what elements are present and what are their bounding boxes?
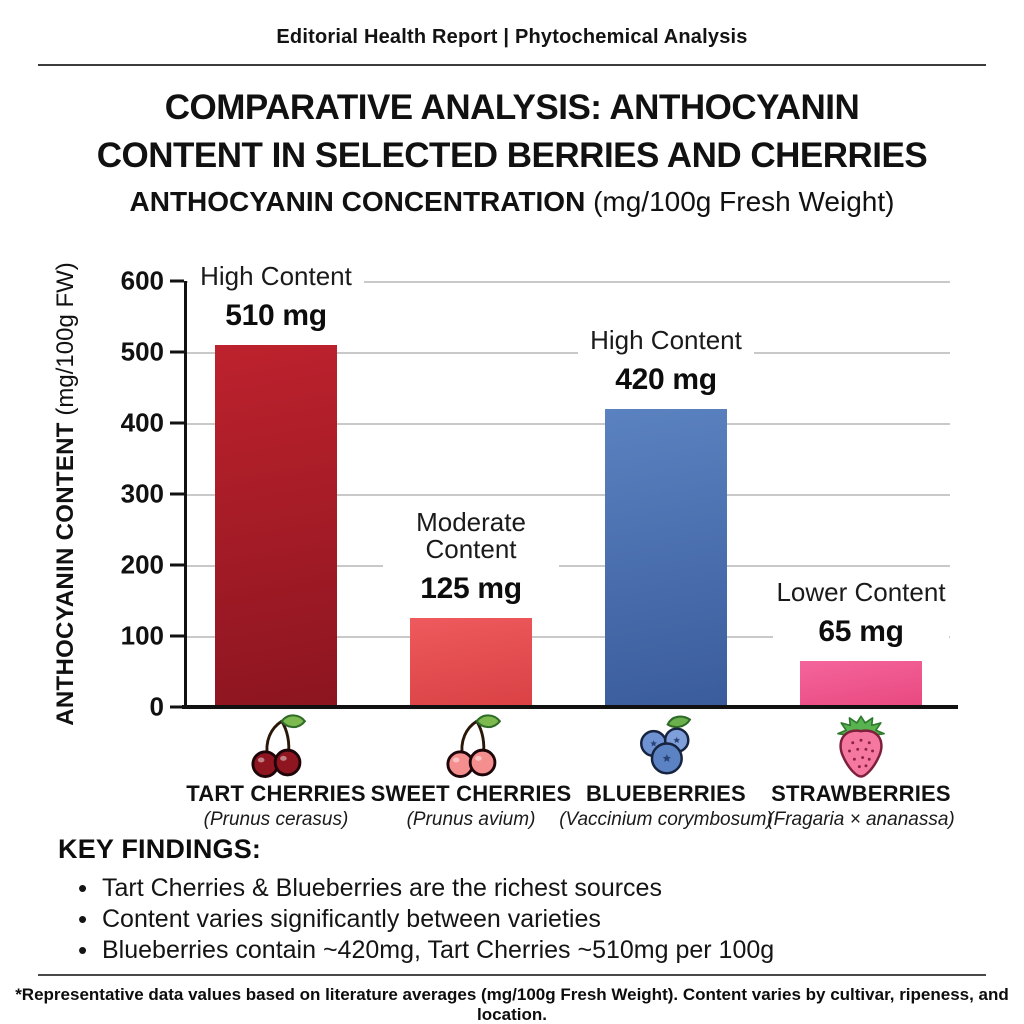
bar-annotation-tart-cherries: High Content 510 mg [188, 260, 364, 335]
key-finding-item: Content varies significantly between var… [78, 904, 968, 935]
top-divider [38, 64, 986, 66]
gridline [187, 565, 950, 567]
y-tick-mark [170, 279, 184, 283]
category-name: TART CHERRIES [186, 781, 366, 806]
gridline [187, 423, 950, 425]
category-strawberries: STRAWBERRIES (Fragaria × ananassa) [751, 713, 971, 831]
bar-annotation-strawberries: Lower Content 65 mg [773, 576, 949, 651]
key-findings-list: Tart Cherries & Blueberries are the rich… [58, 873, 968, 966]
y-tick-label: 300 [120, 478, 164, 509]
y-axis-title-main: ANTHOCYANIN CONTENT [52, 422, 79, 726]
x-axis-categories: TART CHERRIES (Prunus cerasus) SWEET CHE… [184, 713, 955, 830]
category-name: SWEET CHERRIES [370, 781, 572, 806]
y-tick-label: 100 [120, 620, 164, 651]
bar-strawberries [800, 660, 922, 707]
bar-blueberries [605, 408, 727, 707]
bar-qualifier-label: High Content [200, 260, 352, 291]
category-latin-name: (Fragaria × ananassa) [767, 809, 955, 830]
y-tick-mark [170, 421, 184, 425]
y-tick-label: 400 [120, 407, 164, 438]
footnote: *Representative data values based on lit… [15, 985, 1009, 1024]
key-finding-item: Blueberries contain ~420mg, Tart Cherrie… [78, 935, 968, 966]
bar-group-tart-cherries: High Content 510 mg [188, 260, 364, 707]
y-tick-mark [170, 350, 184, 354]
blueberries-icon [640, 715, 692, 775]
gridline [187, 494, 950, 496]
y-tick-label: 200 [120, 549, 164, 580]
bar-qualifier-label: High Content [590, 324, 742, 355]
key-finding-item: Tart Cherries & Blueberries are the rich… [78, 873, 968, 904]
chart-subtitle: ANTHOCYANIN CONCENTRATION (mg/100g Fresh… [0, 186, 1024, 218]
bar-group-sweet-cherries: Moderate Content 125 mg [383, 281, 559, 707]
bar-qualifier-label: Lower Content [776, 576, 946, 607]
bar-group-blueberries: High Content 420 mg [578, 281, 754, 707]
category-name: BLUEBERRIES [586, 781, 746, 806]
y-tick-mark [170, 563, 184, 567]
y-axis-title-units: (mg/100g FW) [52, 262, 79, 423]
gridline [187, 352, 950, 354]
strawberry-icon [837, 715, 885, 778]
bar-qualifier-label: Moderate Content [416, 507, 526, 565]
plot-area: 0 100 200 300 400 500 600 High Content 510 mg … [121, 260, 958, 722]
category-tart-cherries: TART CHERRIES (Prunus cerasus) [166, 713, 386, 831]
bottom-divider [38, 974, 986, 976]
chart-subtitle-main: ANTHOCYANIN CONCENTRATION [129, 186, 586, 217]
y-axis-line [184, 281, 187, 707]
sweet-cherries-icon [446, 714, 502, 778]
bar-group-strawberries: Lower Content 65 mg [773, 281, 949, 707]
tart-cherries-icon [251, 714, 307, 778]
y-tick-label: 0 [149, 691, 164, 722]
bar-sweet-cherries [410, 618, 532, 707]
chart-subtitle-units: (mg/100g Fresh Weight) [585, 186, 895, 217]
bar-annotation-blueberries: High Content 420 mg [578, 324, 754, 399]
category-blueberries: BLUEBERRIES (Vaccinium corymbosum) [556, 713, 776, 831]
bar-tart-cherries [215, 344, 337, 707]
page-title-line2: CONTENT IN SELECTED BERRIES AND CHERRIES [96, 136, 928, 175]
y-tick-label: 600 [120, 265, 164, 296]
bar-value-label: 125 mg [420, 572, 522, 606]
y-tick-mark [170, 705, 184, 709]
gridline [187, 636, 950, 638]
y-tick-label: 500 [120, 336, 164, 367]
category-latin-name: (Prunus avium) [406, 809, 536, 830]
y-tick-mark [170, 634, 184, 638]
key-findings-heading: KEY FINDINGS: [58, 834, 262, 864]
x-axis-line [182, 705, 958, 709]
bar-value-label: 510 mg [225, 298, 327, 332]
masthead-kicker: Editorial Health Report | Phytochemical … [276, 26, 748, 48]
category-latin-name: (Vaccinium corymbosum) [559, 809, 773, 830]
key-findings-section: KEY FINDINGS: Tart Cherries & Blueberrie… [58, 834, 968, 966]
page-title-line1: COMPARATIVE ANALYSIS: ANTHOCYANIN [164, 88, 860, 127]
bar-value-label: 65 mg [818, 614, 904, 648]
y-tick-mark [170, 492, 184, 496]
bar-value-label: 420 mg [615, 362, 717, 396]
category-sweet-cherries: SWEET CHERRIES (Prunus avium) [361, 713, 581, 831]
gridline [187, 281, 950, 283]
category-latin-name: (Prunus cerasus) [203, 809, 349, 830]
page-title: COMPARATIVE ANALYSIS: ANTHOCYANIN CONTEN… [0, 84, 1024, 180]
bar-annotation-sweet-cherries: Moderate Content 125 mg [383, 507, 559, 609]
category-name: STRAWBERRIES [771, 781, 951, 806]
